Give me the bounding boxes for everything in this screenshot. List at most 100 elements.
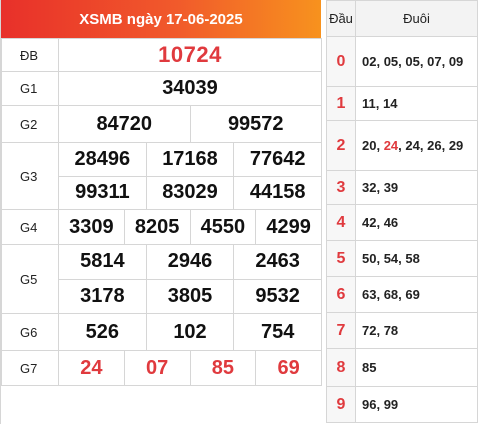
prize-number: 4299 — [266, 215, 311, 238]
prize-row-db: ĐB 10724 — [1, 38, 322, 72]
loto-number: 58 — [405, 250, 420, 266]
loto-row: 1 11, 14 — [326, 86, 478, 121]
prize-number: 3309 — [69, 215, 114, 238]
loto-head-digit: 3 — [326, 170, 356, 205]
loto-head-digit: 4 — [326, 204, 356, 241]
loto-tail-list: 85 — [355, 348, 478, 387]
loto-head-digit: 2 — [326, 120, 356, 171]
results-panel: XSMB ngày 17-06-2025 ĐB 10724 G1 34039 G… — [0, 0, 322, 424]
prize-row-g5: G5 5814 2946 2463 3178 3805 9532 — [1, 244, 322, 314]
prize-number: 44158 — [249, 181, 306, 204]
prize-row-g2: G2 84720 99572 — [1, 105, 322, 143]
loto-table: Đầu Đuôi 0 02, 05, 05, 07, 09 1 11, 14 2 20, … — [326, 0, 478, 423]
loto-head-digit: 1 — [326, 86, 356, 121]
prize-number: 9532 — [255, 284, 300, 307]
loto-row: 7 72, 78 — [326, 312, 478, 349]
loto-row: 4 42, 46 — [326, 204, 478, 241]
loto-number: 20 — [362, 137, 377, 153]
prize-table: ĐB 10724 G1 34039 G2 84720 99572 G3 2849… — [1, 38, 322, 386]
prize-number: 4550 — [200, 215, 246, 238]
loto-header-row: Đầu Đuôi — [326, 0, 478, 37]
prize-row-g7: G7 24 07 85 69 — [1, 350, 322, 386]
prize-row-g6: G6 526 102 754 — [1, 313, 322, 351]
loto-tail-list: 96, 99 — [355, 386, 478, 423]
prize-number: 99311 — [75, 181, 130, 204]
results-header: XSMB ngày 17-06-2025 — [1, 0, 321, 38]
prize-label: ĐB — [1, 38, 59, 72]
prize-number: 24 — [80, 356, 103, 379]
prize-number: 2463 — [255, 250, 300, 273]
prize-number: 28496 — [74, 147, 131, 170]
prize-label: G4 — [1, 209, 59, 245]
loto-number: 24 — [383, 137, 399, 153]
prize-number: 526 — [85, 320, 120, 343]
prize-number: 3805 — [167, 284, 213, 307]
loto-number: 46 — [383, 214, 399, 230]
loto-tail-list: 42, 46 — [355, 204, 478, 241]
prize-number: 102 — [173, 320, 207, 343]
loto-number: 29 — [448, 137, 464, 153]
tail-column-label: Đuôi — [355, 0, 478, 37]
loto-number: 69 — [405, 286, 420, 302]
prize-label: G7 — [1, 350, 59, 386]
loto-number: 14 — [382, 95, 398, 111]
prize-number: 07 — [146, 356, 169, 379]
special-prize-number: 10724 — [158, 42, 222, 67]
loto-row: 3 32, 39 — [326, 170, 478, 205]
loto-head-digit: 6 — [326, 276, 356, 313]
loto-head-digit: 9 — [326, 386, 356, 423]
loto-number: 63 — [362, 286, 377, 302]
prize-number: 17168 — [162, 147, 218, 170]
prize-label: G5 — [1, 244, 59, 314]
loto-number: 32 — [362, 179, 377, 195]
loto-row: 8 85 — [326, 348, 478, 387]
prize-number: 8205 — [134, 215, 180, 238]
prize-row-g1: G1 34039 — [1, 71, 322, 106]
loto-row: 5 50, 54, 58 — [326, 240, 478, 277]
prize-label: G3 — [1, 142, 59, 210]
loto-row: 9 96, 99 — [326, 386, 478, 423]
prize-number: 5814 — [80, 250, 125, 273]
prize-number: 754 — [260, 320, 295, 343]
loto-tail-list: 11, 14 — [355, 86, 478, 121]
loto-number: 42 — [362, 214, 377, 230]
prize-number: 3178 — [80, 284, 125, 307]
prize-number: 99572 — [227, 112, 284, 135]
loto-number: 26 — [427, 137, 442, 153]
loto-row: 6 63, 68, 69 — [326, 276, 478, 313]
loto-tail-list: 32, 39 — [355, 170, 478, 205]
loto-row: 0 02, 05, 05, 07, 09 — [326, 36, 478, 87]
loto-tail-list: 72, 78 — [355, 312, 478, 349]
loto-tail-list: 50, 54, 58 — [355, 240, 478, 277]
prize-row-g4: G4 3309 8205 4550 4299 — [1, 209, 322, 245]
prize-label: G1 — [1, 71, 59, 106]
prize-number: 83029 — [162, 181, 218, 204]
loto-number: 24 — [405, 137, 420, 153]
prize-label: G6 — [1, 313, 59, 351]
loto-number: 96 — [362, 396, 377, 412]
loto-head-digit: 0 — [326, 36, 356, 87]
loto-number: 99 — [383, 396, 399, 412]
loto-number: 54 — [383, 250, 399, 266]
loto-number: 50 — [362, 250, 377, 266]
loto-number: 85 — [362, 359, 377, 375]
loto-number: 78 — [383, 322, 399, 338]
loto-head-digit: 5 — [326, 240, 356, 277]
loto-head-digit: 7 — [326, 312, 356, 349]
prize-number: 34039 — [162, 77, 218, 99]
prize-number: 85 — [211, 356, 234, 379]
loto-number: 39 — [383, 179, 399, 195]
prize-number: 2946 — [167, 250, 213, 273]
prize-number: 84720 — [96, 112, 153, 135]
prize-number: 69 — [277, 356, 300, 379]
loto-head-digit: 8 — [326, 348, 356, 387]
loto-row: 2 20, 24, 24, 26, 29 — [326, 120, 478, 171]
loto-number: 72 — [362, 322, 377, 338]
head-column-label: Đầu — [326, 0, 356, 37]
loto-number: 02 — [362, 53, 377, 69]
loto-number: 11 — [362, 95, 376, 111]
loto-number: 07 — [427, 53, 442, 69]
loto-number: 09 — [448, 53, 464, 69]
loto-number: 68 — [383, 286, 399, 302]
loto-tail-list: 20, 24, 24, 26, 29 — [355, 120, 478, 171]
